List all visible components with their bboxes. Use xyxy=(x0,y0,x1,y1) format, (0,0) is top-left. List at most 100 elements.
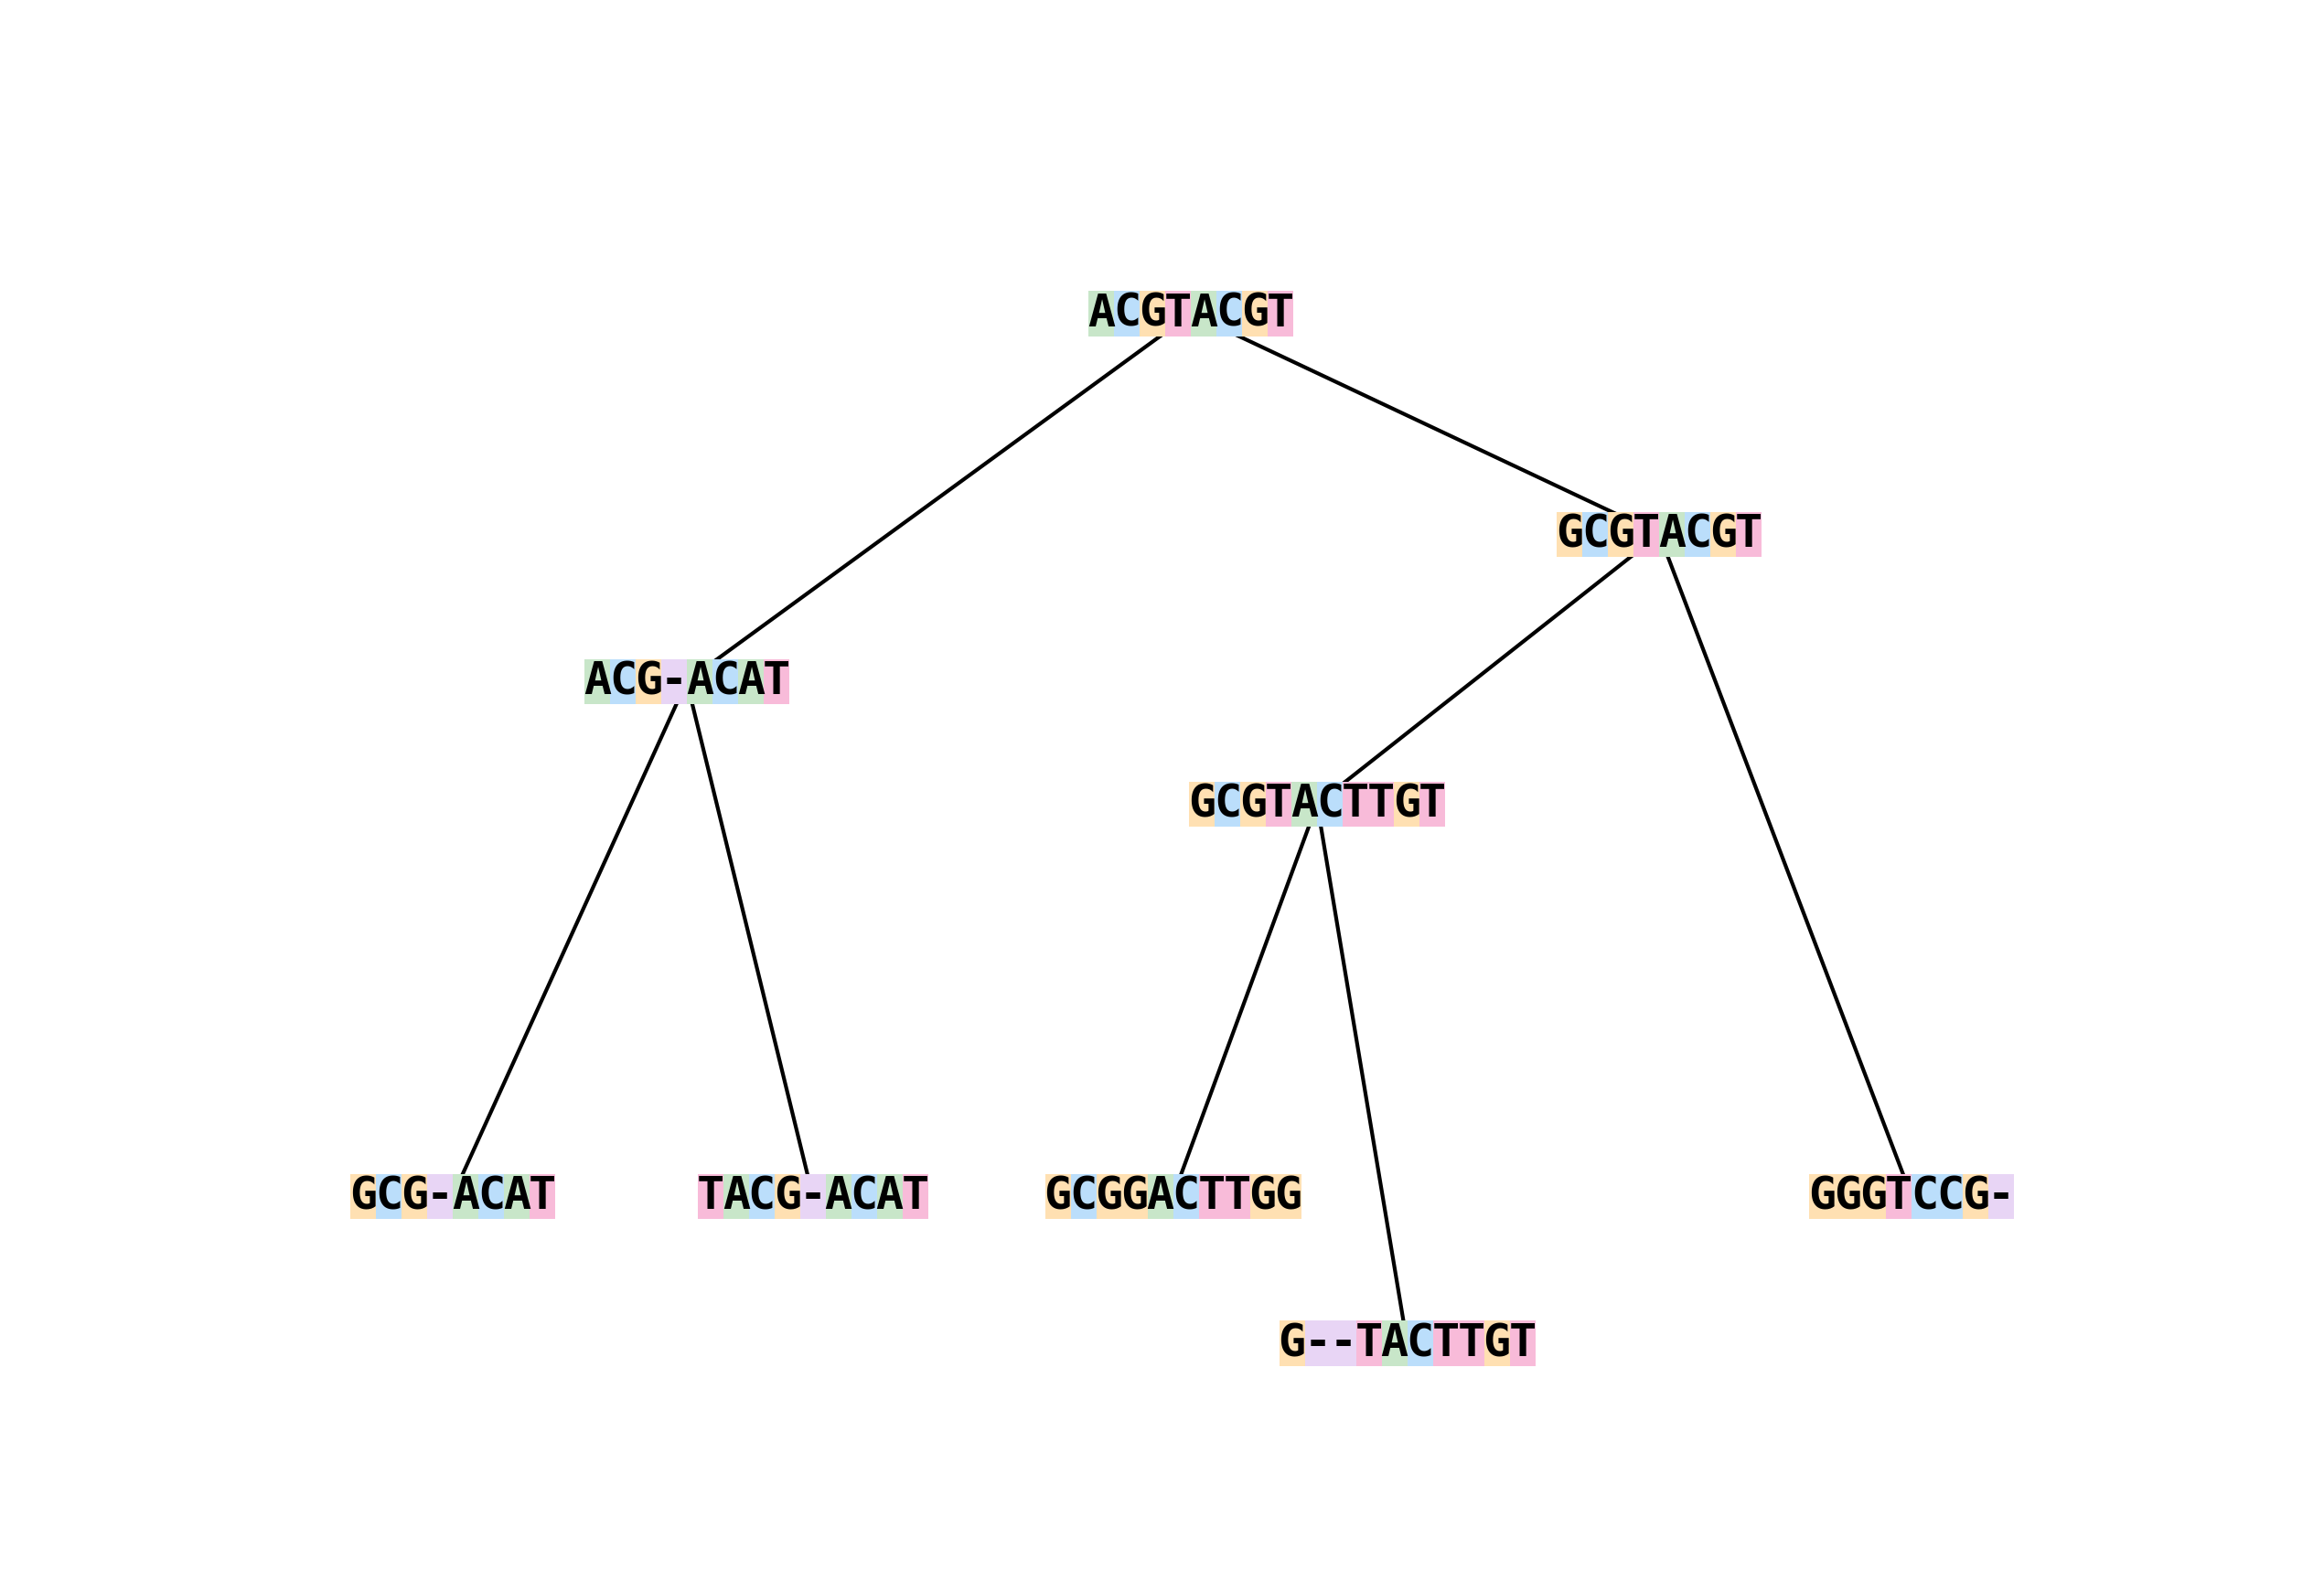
FancyBboxPatch shape xyxy=(688,659,713,704)
FancyBboxPatch shape xyxy=(504,1173,530,1219)
FancyBboxPatch shape xyxy=(1910,1173,1938,1219)
Text: C: C xyxy=(1215,291,1243,336)
FancyBboxPatch shape xyxy=(799,1173,825,1219)
Text: -: - xyxy=(660,659,688,704)
Text: A: A xyxy=(1290,782,1318,826)
FancyBboxPatch shape xyxy=(376,1173,402,1219)
Text: T: T xyxy=(1432,1321,1459,1366)
Text: T: T xyxy=(1197,1175,1225,1218)
FancyBboxPatch shape xyxy=(1190,782,1215,826)
Text: G: G xyxy=(1859,1175,1887,1218)
FancyBboxPatch shape xyxy=(1225,1173,1250,1219)
FancyBboxPatch shape xyxy=(1380,1321,1408,1366)
FancyBboxPatch shape xyxy=(1511,1321,1536,1366)
Text: -: - xyxy=(425,1175,453,1218)
Text: T: T xyxy=(1418,782,1446,826)
FancyBboxPatch shape xyxy=(1369,782,1394,826)
FancyBboxPatch shape xyxy=(697,1173,723,1219)
Text: C: C xyxy=(748,1175,776,1218)
FancyBboxPatch shape xyxy=(723,1173,748,1219)
FancyBboxPatch shape xyxy=(1736,511,1762,557)
FancyBboxPatch shape xyxy=(1250,1173,1276,1219)
FancyBboxPatch shape xyxy=(453,1173,479,1219)
FancyBboxPatch shape xyxy=(530,1173,555,1219)
FancyBboxPatch shape xyxy=(1269,291,1294,336)
Text: G: G xyxy=(1239,782,1267,826)
FancyBboxPatch shape xyxy=(774,1173,799,1219)
Text: G: G xyxy=(1483,1321,1511,1366)
Text: G: G xyxy=(400,1175,428,1218)
Text: G: G xyxy=(1834,1175,1862,1218)
FancyBboxPatch shape xyxy=(1241,782,1267,826)
FancyBboxPatch shape xyxy=(634,659,660,704)
Text: C: C xyxy=(1685,513,1710,556)
Text: C: C xyxy=(711,659,739,704)
Text: T: T xyxy=(762,659,790,704)
FancyBboxPatch shape xyxy=(351,1173,376,1219)
Text: T: T xyxy=(1164,291,1192,336)
FancyBboxPatch shape xyxy=(479,1173,504,1219)
FancyBboxPatch shape xyxy=(1343,782,1369,826)
Text: G: G xyxy=(774,1175,802,1218)
Text: G: G xyxy=(1120,1175,1148,1218)
Text: G: G xyxy=(1392,782,1420,826)
Text: A: A xyxy=(502,1175,530,1218)
Text: G: G xyxy=(1961,1175,1989,1218)
FancyBboxPatch shape xyxy=(825,1173,851,1219)
Text: G: G xyxy=(1710,513,1736,556)
FancyBboxPatch shape xyxy=(428,1173,453,1219)
Text: T: T xyxy=(1264,782,1292,826)
FancyBboxPatch shape xyxy=(1964,1173,1989,1219)
FancyBboxPatch shape xyxy=(1834,1173,1859,1219)
FancyBboxPatch shape xyxy=(1685,511,1710,557)
Text: G: G xyxy=(1248,1175,1276,1218)
Text: A: A xyxy=(737,659,765,704)
Text: T: T xyxy=(1736,513,1762,556)
Text: G: G xyxy=(1241,291,1269,336)
FancyBboxPatch shape xyxy=(1434,1321,1459,1366)
Text: A: A xyxy=(876,1175,904,1218)
FancyBboxPatch shape xyxy=(765,659,790,704)
Text: A: A xyxy=(1190,291,1218,336)
Text: T: T xyxy=(1341,782,1369,826)
Text: -: - xyxy=(1304,1321,1332,1366)
Text: C: C xyxy=(1213,782,1241,826)
FancyBboxPatch shape xyxy=(748,1173,774,1219)
FancyBboxPatch shape xyxy=(1557,511,1583,557)
Text: T: T xyxy=(1885,1175,1913,1218)
Text: C: C xyxy=(1910,1175,1938,1218)
FancyBboxPatch shape xyxy=(1459,1321,1485,1366)
Text: G: G xyxy=(1608,513,1634,556)
Text: G: G xyxy=(1278,1321,1306,1366)
Text: T: T xyxy=(1508,1321,1536,1366)
Text: T: T xyxy=(1634,513,1659,556)
FancyBboxPatch shape xyxy=(1139,291,1164,336)
Text: G: G xyxy=(1808,1175,1836,1218)
FancyBboxPatch shape xyxy=(660,659,688,704)
Text: G: G xyxy=(349,1175,376,1218)
FancyBboxPatch shape xyxy=(1292,782,1318,826)
FancyBboxPatch shape xyxy=(1659,511,1685,557)
FancyBboxPatch shape xyxy=(583,659,609,704)
FancyBboxPatch shape xyxy=(1199,1173,1225,1219)
FancyBboxPatch shape xyxy=(1710,511,1736,557)
Text: G: G xyxy=(1095,1175,1122,1218)
FancyBboxPatch shape xyxy=(851,1173,876,1219)
FancyBboxPatch shape xyxy=(1608,511,1634,557)
FancyBboxPatch shape xyxy=(902,1173,927,1219)
Text: A: A xyxy=(1380,1321,1408,1366)
FancyBboxPatch shape xyxy=(1408,1321,1434,1366)
Text: C: C xyxy=(1069,1175,1097,1218)
FancyBboxPatch shape xyxy=(1634,511,1659,557)
Text: G: G xyxy=(1139,291,1167,336)
Text: G: G xyxy=(1043,1175,1071,1218)
Text: C: C xyxy=(374,1175,402,1218)
FancyBboxPatch shape xyxy=(1304,1321,1329,1366)
FancyBboxPatch shape xyxy=(1174,1173,1199,1219)
Text: C: C xyxy=(1171,1175,1199,1218)
FancyBboxPatch shape xyxy=(1113,291,1139,336)
Text: T: T xyxy=(697,1175,725,1218)
FancyBboxPatch shape xyxy=(1046,1173,1071,1219)
Text: A: A xyxy=(825,1175,853,1218)
Text: C: C xyxy=(1583,513,1608,556)
